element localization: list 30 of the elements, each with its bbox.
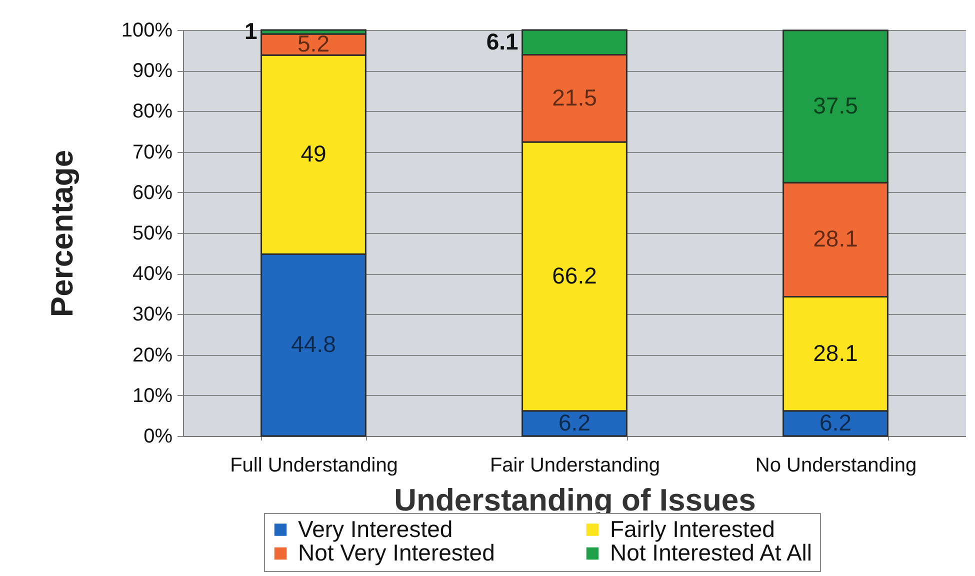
data-label: 28.1 xyxy=(813,226,858,252)
y-tick-label: 50% xyxy=(132,222,173,244)
x-tick-label: Fair Understanding xyxy=(490,454,660,476)
y-tick-label: 100% xyxy=(121,20,173,42)
data-label: 37.5 xyxy=(813,92,858,119)
legend-label: Fairly Interested xyxy=(610,516,775,542)
data-label: 66.2 xyxy=(552,262,597,288)
data-label: 21.5 xyxy=(552,84,597,110)
y-axis-title: Percentage xyxy=(44,150,80,318)
data-label: 1 xyxy=(244,18,258,44)
data-label: 6.2 xyxy=(820,409,852,436)
y-tick-label: 40% xyxy=(132,263,173,286)
y-tick-label: 80% xyxy=(132,100,173,123)
x-axis-title: Understanding of Issues xyxy=(394,482,756,518)
x-tick-label: Full Understanding xyxy=(230,454,398,476)
legend-label: Very Interested xyxy=(298,516,453,542)
y-tick-label: 30% xyxy=(132,304,173,326)
data-label: 6.1 xyxy=(486,28,518,54)
data-label: 28.1 xyxy=(813,340,858,366)
y-tick-label: 70% xyxy=(132,141,173,164)
data-label: 44.8 xyxy=(291,331,336,358)
y-tick-label: 90% xyxy=(132,60,173,82)
y-tick-label: 20% xyxy=(132,344,173,366)
y-tick-label: 60% xyxy=(132,182,173,204)
y-tick-label: 10% xyxy=(132,384,173,407)
x-tick-label: No Understanding xyxy=(755,454,917,476)
y-tick-label: 0% xyxy=(144,426,173,448)
data-label: 49 xyxy=(300,140,326,167)
data-label: 5.2 xyxy=(298,30,330,57)
data-label: 6.2 xyxy=(558,409,590,436)
